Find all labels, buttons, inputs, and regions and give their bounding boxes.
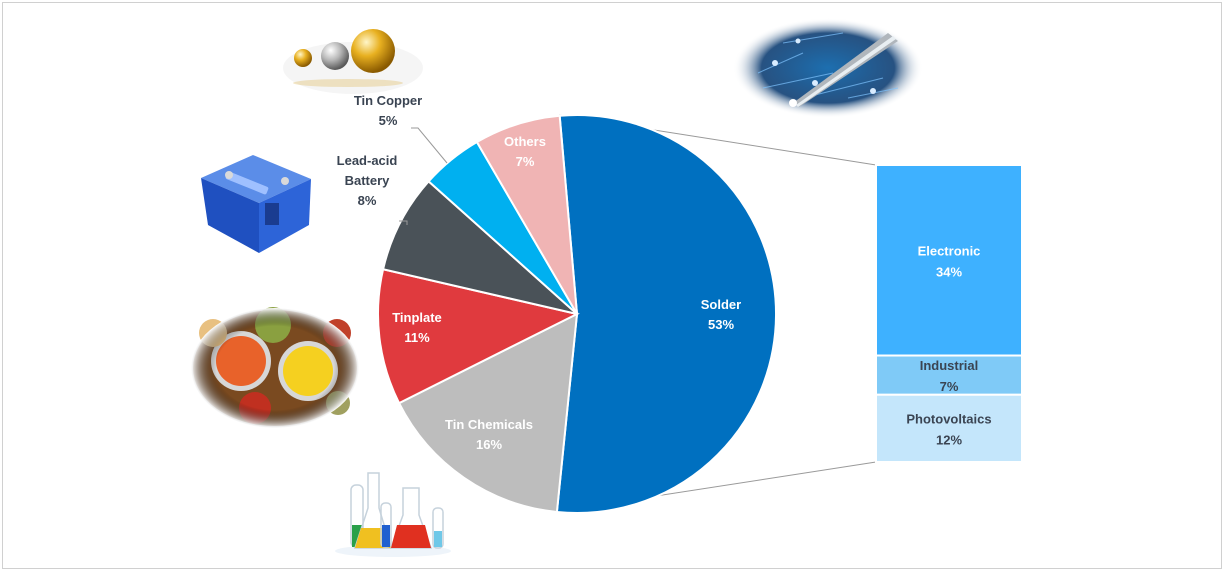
bar-segment-electronic bbox=[875, 164, 1023, 357]
car-battery-illustration bbox=[201, 155, 311, 253]
tin-usage-chart: Solder 53% Tin Chemicals 16% Tinplate 11% Lead… bbox=[191, 18, 1023, 557]
breakdown-bar bbox=[875, 164, 1023, 463]
bar-label-electronic: Electronic 34% bbox=[918, 243, 981, 279]
bar-label-photovoltaics: Photovoltaics 12% bbox=[906, 411, 991, 447]
bar-segment-industrial bbox=[875, 354, 1023, 396]
pie-label-tin-chemicals: Tin Chemicals 16% bbox=[445, 417, 533, 452]
canned-food-illustration bbox=[191, 307, 359, 428]
circuit-board-soldering-illustration bbox=[733, 18, 923, 118]
metal-balls-illustration bbox=[283, 29, 423, 94]
pie-slice-lead-acid-battery bbox=[381, 179, 578, 315]
pie-label-tinplate: Tinplate 11% bbox=[392, 310, 442, 345]
leader-line-lead-acid bbox=[399, 220, 408, 225]
pie-slice-solder bbox=[555, 114, 777, 514]
leader-line-tin-copper bbox=[411, 127, 448, 164]
bar-label-industrial: Industrial 7% bbox=[920, 358, 979, 394]
pie-slice-others bbox=[475, 114, 578, 315]
pie bbox=[377, 114, 777, 514]
pie-label-lead-acid-battery: Lead-acid Battery 8% bbox=[337, 153, 398, 208]
bar-segment-photovoltaics bbox=[875, 393, 1023, 463]
pie-label-others: Others 7% bbox=[504, 134, 546, 169]
laboratory-flasks-illustration bbox=[335, 472, 451, 557]
pie-label-tin-copper: Tin Copper 5% bbox=[354, 93, 422, 128]
pie-slice-tin-chemicals bbox=[397, 312, 579, 514]
pie-labels: Solder 53% Tin Chemicals 16% Tinplate 11% Lead… bbox=[337, 93, 742, 452]
pie-label-solder: Solder 53% bbox=[701, 297, 741, 332]
breakdown-labels: Electronic 34% Industrial 7% Photovoltaics 12… bbox=[906, 243, 991, 447]
